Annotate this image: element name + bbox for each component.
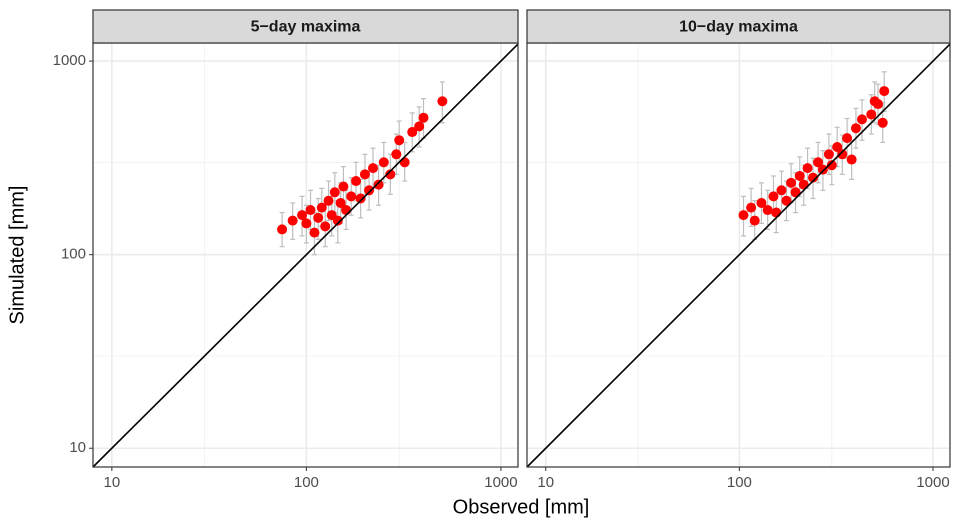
point: [823, 149, 834, 160]
point: [850, 123, 861, 134]
point: [857, 114, 868, 125]
x-axis-title: Observed [mm]: [453, 496, 590, 518]
point: [346, 191, 357, 202]
y-axis-title: Simulated [mm]: [6, 186, 28, 325]
y-tick-label: 10: [69, 439, 86, 456]
point: [749, 215, 760, 226]
point: [341, 205, 352, 216]
point: [297, 210, 308, 221]
point: [316, 202, 327, 213]
point: [866, 109, 877, 120]
point: [332, 215, 343, 226]
point: [826, 160, 837, 171]
point: [437, 96, 448, 107]
point: [391, 149, 402, 160]
point: [768, 191, 779, 202]
point: [781, 195, 792, 206]
point: [373, 179, 384, 190]
point: [813, 157, 824, 168]
point: [817, 164, 828, 175]
point: [378, 157, 389, 168]
x-tick-label: 10: [104, 474, 121, 491]
point: [323, 195, 334, 206]
y-tick-label: 100: [61, 246, 86, 263]
point: [790, 187, 801, 198]
point: [738, 210, 749, 221]
x-tick-label: 1000: [916, 474, 949, 491]
point: [335, 197, 346, 208]
strip-title: 5−day maxima: [251, 19, 361, 36]
point: [873, 99, 884, 110]
point: [762, 205, 773, 216]
strip: [526, 9, 951, 44]
point: [418, 112, 429, 123]
point: [287, 215, 298, 226]
point: [407, 127, 418, 138]
point: [355, 193, 366, 204]
point: [385, 169, 396, 180]
point: [846, 154, 857, 165]
point: [832, 141, 843, 152]
x-tick-label: 1000: [484, 474, 517, 491]
point: [794, 170, 805, 181]
point: [305, 205, 316, 216]
point: [399, 157, 410, 168]
strip: [92, 9, 519, 44]
x-tick-label: 100: [727, 474, 752, 491]
point: [309, 227, 320, 238]
point: [842, 133, 853, 144]
identity-line: [92, 43, 519, 468]
point: [368, 163, 379, 174]
x-tick-label: 10: [537, 474, 554, 491]
point: [771, 207, 782, 218]
y-tick-label: 1000: [53, 52, 86, 69]
point: [329, 187, 340, 198]
point: [877, 117, 888, 128]
point: [364, 185, 375, 196]
point: [301, 218, 312, 229]
point: [746, 202, 757, 213]
point: [776, 185, 787, 196]
point: [359, 169, 370, 180]
point: [756, 197, 767, 208]
identity-line: [526, 43, 951, 468]
point: [394, 135, 405, 146]
point: [879, 86, 890, 97]
point: [338, 181, 349, 192]
point: [798, 179, 809, 190]
point: [414, 121, 425, 132]
point: [313, 212, 324, 223]
point: [786, 177, 797, 188]
point: [277, 224, 288, 235]
strip-title: 10−day maxima: [679, 19, 798, 36]
point: [351, 176, 362, 187]
x-tick-label: 100: [294, 474, 319, 491]
point: [802, 163, 813, 174]
point: [837, 149, 848, 160]
point: [320, 221, 331, 232]
point: [808, 172, 819, 183]
